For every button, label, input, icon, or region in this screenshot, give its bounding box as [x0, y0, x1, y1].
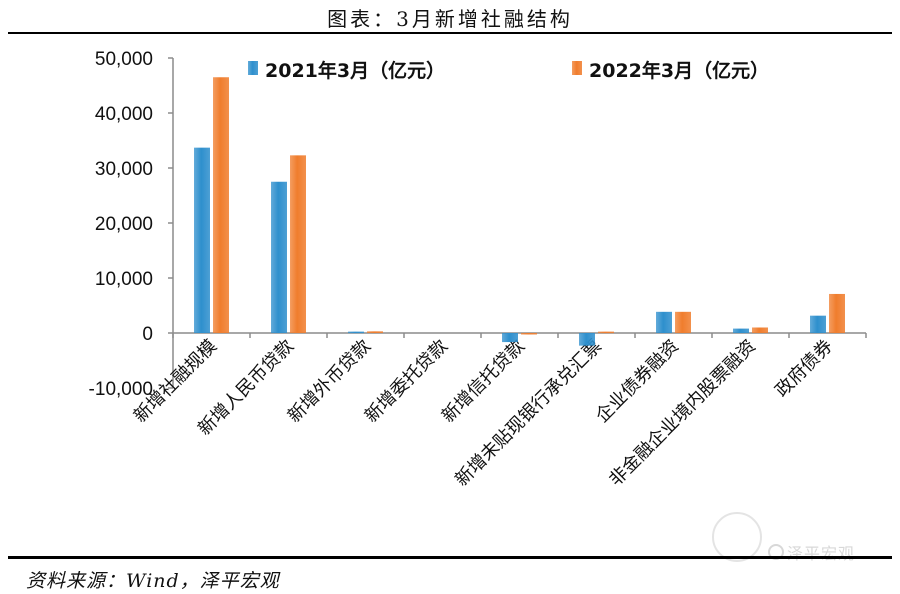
y-tick-label: 20,000	[95, 214, 153, 235]
bar-2022	[675, 311, 691, 333]
y-tick-label: -10,000	[89, 379, 153, 400]
bar-2021	[656, 311, 672, 333]
bar-2021	[810, 315, 826, 333]
bar-2022	[290, 155, 306, 333]
top-rule	[8, 32, 892, 34]
bar-2022	[521, 333, 537, 335]
bar-2021	[271, 181, 287, 333]
bar-2021	[733, 328, 749, 333]
bar-2022	[752, 327, 768, 333]
watermark-text: 泽平宏观	[787, 544, 856, 563]
y-tick-label: 50,000	[95, 49, 153, 70]
legend-swatch-2022	[572, 61, 582, 75]
bars	[194, 77, 845, 346]
chart-title: 图表：3月新增社融结构	[327, 7, 573, 31]
x-tick-label: 新增未贴现银行承兑汇票	[451, 336, 606, 491]
y-tick-label: 10,000	[95, 269, 153, 290]
bar-chart: 50,000 40,000 30,000 20,000 10,000 0 -10,000 新…	[89, 49, 867, 491]
watermark-logo	[712, 512, 762, 562]
legend-swatch-2021	[248, 61, 258, 75]
source-note: 资料来源：Wind，泽平宏观	[26, 570, 280, 592]
y-axis: 50,000 40,000 30,000 20,000 10,000 0 -10,000	[89, 49, 174, 400]
bottom-rule	[8, 556, 892, 559]
x-tick-label: 政府债券	[771, 336, 837, 402]
bar-2022	[598, 331, 614, 334]
x-axis: 新增社融规模新增人民币贷款新增外币贷款新增委托贷款新增信托贷款新增未贴现银行承兑…	[130, 332, 867, 491]
legend-label-2021: 2021年3月（亿元）	[265, 59, 445, 82]
bar-2021	[579, 333, 595, 346]
wechat-icon	[768, 544, 784, 560]
y-tick-label: 0	[142, 324, 153, 345]
y-tick-label: 30,000	[95, 159, 153, 180]
bar-2021	[348, 331, 364, 334]
bar-2021	[502, 333, 518, 343]
legend-label-2022: 2022年3月（亿元）	[589, 59, 769, 82]
bar-2021	[194, 147, 210, 333]
x-tick-label: 非金融企业境内股票融资	[605, 336, 760, 491]
watermark: 泽平宏观	[768, 540, 855, 564]
y-tick-label: 40,000	[95, 104, 153, 125]
bar-2022	[829, 293, 845, 333]
bar-2022	[213, 77, 229, 333]
bar-2022	[367, 331, 383, 333]
legend: 2021年3月（亿元） 2022年3月（亿元）	[248, 59, 769, 82]
